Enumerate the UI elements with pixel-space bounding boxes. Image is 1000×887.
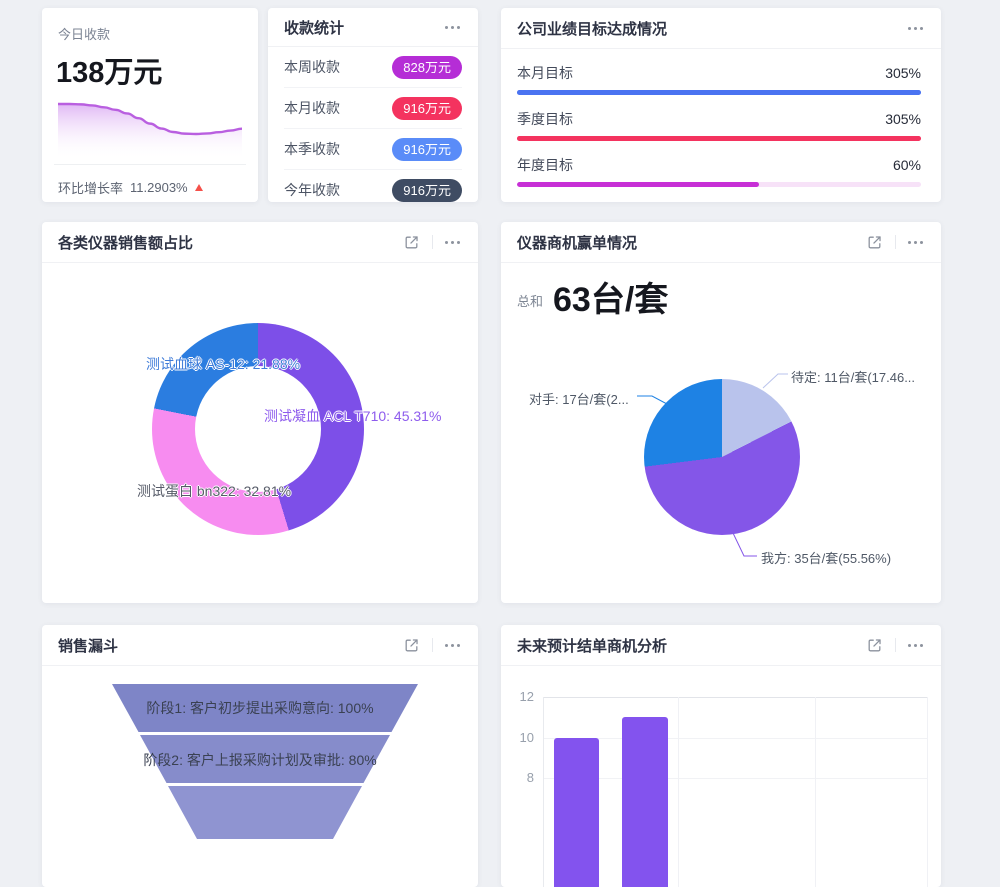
target-label: 本月目标 [517, 64, 573, 82]
collection-row: 本月收款 916万元 [284, 88, 462, 129]
card-title: 未来预计结单商机分析 [517, 635, 864, 656]
target-percent: 305% [885, 110, 921, 128]
gridline [543, 697, 927, 698]
today-value: 138万元 [56, 49, 244, 91]
collection-row: 本周收款 828万元 [284, 47, 462, 88]
amount-badge: 916万元 [392, 138, 462, 161]
card-performance-targets: 公司业绩目标达成情况 本月目标 305% 季度目标 305% 年度目标 60% [501, 8, 941, 202]
export-icon[interactable] [401, 635, 422, 656]
total-label: 总和 [517, 291, 543, 310]
total-value: 63台/套 [553, 272, 668, 321]
card-title: 销售漏斗 [58, 635, 401, 656]
target-progress-bar [517, 136, 921, 141]
divider [895, 638, 896, 652]
divider [895, 235, 896, 249]
target-row: 本月目标 305% [517, 64, 921, 95]
export-icon[interactable] [401, 232, 422, 253]
card-sales-share-donut: 各类仪器销售额占比 测试血球 AS-12: 21.88% 测试凝血 ACL T7… [42, 222, 478, 603]
more-menu-icon[interactable] [443, 639, 462, 652]
donut-hole [195, 366, 321, 492]
target-progress-bar [517, 90, 921, 95]
gridline [815, 697, 816, 887]
divider [432, 235, 433, 249]
card-sales-funnel: 销售漏斗 阶段1: 客户初步提出采购意向: 100% 阶段2: 客户上报采购计划… [42, 625, 478, 887]
donut-label: 测试蛋白 bn322: 32.81% [137, 481, 291, 501]
divider [432, 638, 433, 652]
card-title: 各类仪器销售额占比 [58, 232, 401, 253]
amount-badge: 828万元 [392, 56, 462, 79]
gridline [543, 778, 927, 779]
collection-row: 今年收款 916万元 [284, 170, 462, 202]
funnel-stage-label: 阶段1: 客户初步提出采购意向: 100% [42, 698, 478, 718]
row-label: 本周收款 [284, 57, 340, 77]
amount-badge: 916万元 [392, 97, 462, 120]
pie-label-us: 我方: 35台/套(55.56%) [761, 548, 891, 567]
target-label: 季度目标 [517, 110, 573, 128]
pie-label-rival: 对手: 17台/套(2... [529, 389, 629, 408]
row-label: 今年收款 [284, 180, 340, 200]
more-menu-icon[interactable] [443, 236, 462, 249]
bar [622, 717, 668, 887]
target-percent: 60% [893, 156, 921, 174]
export-icon[interactable] [864, 232, 885, 253]
growth-label: 环比增长率 [58, 178, 123, 197]
donut-label: 测试血球 AS-12: 21.88% [146, 354, 300, 374]
card-today-collection: 今日收款 138万元 环比增长率 11.2903% [42, 8, 258, 202]
bar [554, 738, 599, 887]
y-axis-tick: 10 [501, 730, 534, 745]
y-axis-tick: 12 [501, 689, 534, 704]
target-label: 年度目标 [517, 156, 573, 174]
divider [54, 164, 246, 165]
pie-label-pending: 待定: 11台/套(17.46... [791, 367, 915, 386]
card-collection-stats: 收款统计 本周收款 828万元 本月收款 916万元 本季收款 916万元 今年… [268, 8, 478, 202]
target-row: 年度目标 60% [517, 156, 921, 187]
amount-badge: 916万元 [392, 179, 462, 202]
more-menu-icon[interactable] [906, 22, 925, 35]
gridline [678, 697, 679, 887]
dashboard: 今日收款 138万元 环比增长率 11.2903% 收款统计 [0, 0, 1000, 800]
growth-value: 11.2903% [130, 180, 188, 195]
trend-up-icon [195, 184, 203, 191]
donut-label: 测试凝血 ACL T710: 45.31% [264, 406, 441, 426]
target-progress-bar [517, 182, 921, 187]
export-icon[interactable] [864, 635, 885, 656]
more-menu-icon[interactable] [906, 639, 925, 652]
y-axis-tick: 8 [501, 770, 534, 785]
gridline [543, 697, 544, 887]
target-row: 季度目标 305% [517, 110, 921, 141]
row-label: 本季收款 [284, 139, 340, 159]
funnel-stage-label: 阶段2: 客户上报采购计划及审批: 80% [42, 750, 478, 770]
card-future-deals-bars: 未来预计结单商机分析 12 10 8 [501, 625, 941, 887]
card-title: 仪器商机赢单情况 [517, 232, 864, 253]
collection-row: 本季收款 916万元 [284, 129, 462, 170]
card-title: 收款统计 [284, 17, 443, 38]
today-label: 今日收款 [58, 24, 242, 43]
more-menu-icon[interactable] [906, 236, 925, 249]
target-percent: 305% [885, 64, 921, 82]
pie-chart [644, 379, 800, 535]
more-menu-icon[interactable] [443, 21, 462, 34]
card-title: 公司业绩目标达成情况 [517, 18, 906, 39]
row-label: 本月收款 [284, 98, 340, 118]
card-opportunity-pie: 仪器商机赢单情况 总和 63台/套 待定: 11台/套(17.46.. [501, 222, 941, 603]
gridline [927, 697, 928, 887]
today-trend-chart [58, 96, 242, 160]
gridline [543, 738, 927, 739]
